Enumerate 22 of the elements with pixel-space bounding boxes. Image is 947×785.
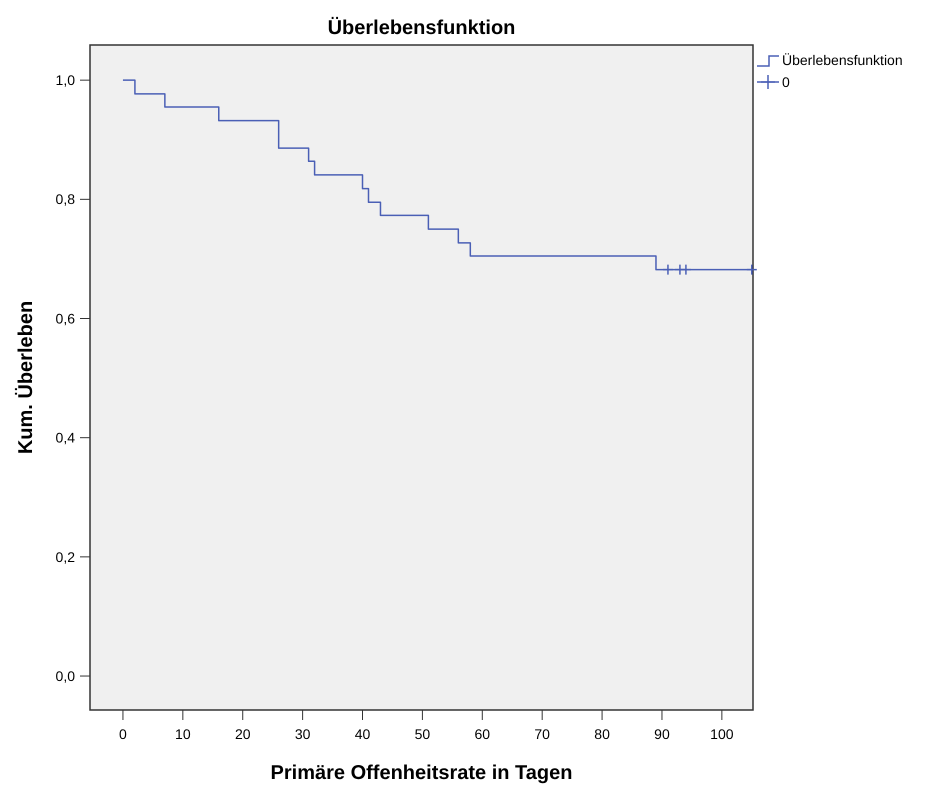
x-tick-label: 0 xyxy=(119,726,128,742)
x-tick-label: 80 xyxy=(594,726,610,742)
legend-label: Überlebensfunktion xyxy=(782,52,903,68)
legend-label: 0 xyxy=(782,74,790,90)
x-tick-label: 30 xyxy=(294,726,311,742)
x-tick-label: 90 xyxy=(654,726,670,742)
y-tick-label: 0,2 xyxy=(56,548,76,565)
x-tick-label: 100 xyxy=(710,726,734,742)
x-tick-label: 20 xyxy=(234,726,251,742)
chart-title: Überlebensfunktion xyxy=(328,16,516,39)
x-axis-title: Primäre Offenheitsrate in Tagen xyxy=(270,762,572,784)
y-tick-label: 1,0 xyxy=(56,72,76,88)
x-tick-label: 70 xyxy=(534,726,550,742)
x-tick-label: 40 xyxy=(354,726,371,742)
y-tick-label: 0,8 xyxy=(56,191,76,208)
y-axis-title: Kum. Überleben xyxy=(14,300,37,454)
x-tick-label: 10 xyxy=(175,726,191,742)
x-tick-label: 60 xyxy=(474,726,490,742)
y-tick-label: 0,0 xyxy=(56,668,76,684)
y-tick-label: 0,6 xyxy=(56,310,76,326)
y-tick-label: 0,4 xyxy=(56,430,76,446)
x-tick-label: 50 xyxy=(414,726,430,742)
